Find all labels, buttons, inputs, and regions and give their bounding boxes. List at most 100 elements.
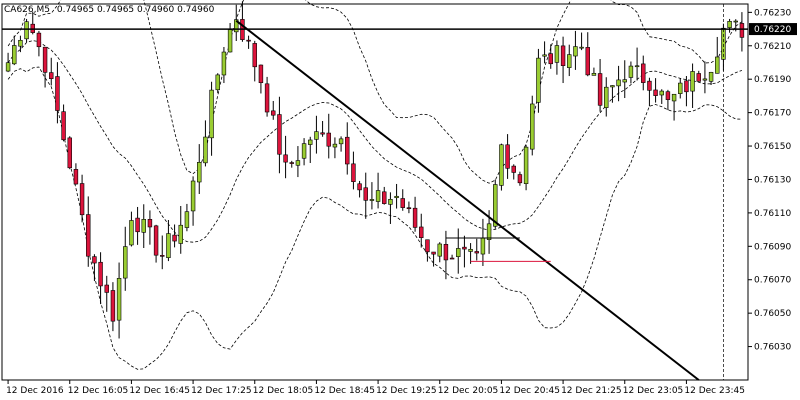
price-tick-label: 0.76050 [754, 309, 791, 319]
candle-body [197, 162, 202, 183]
candle [702, 61, 708, 94]
candle-body [375, 190, 381, 202]
bollinger-lower-band [7, 66, 742, 370]
candle [406, 201, 412, 214]
candle [73, 163, 79, 185]
candle [86, 196, 91, 267]
price-tick-label: 0.76110 [754, 209, 791, 219]
candle-body [110, 290, 116, 322]
candle [295, 146, 301, 178]
candle [530, 95, 535, 156]
candle-body [499, 144, 504, 186]
candle-body [739, 23, 745, 38]
candle [474, 238, 479, 261]
candle-body [172, 234, 177, 242]
candle-body [449, 257, 455, 260]
candle-body [604, 86, 609, 108]
candle-body [647, 80, 652, 91]
candle-body [659, 90, 664, 96]
candle [616, 65, 621, 102]
candle [234, 4, 239, 41]
candle [647, 77, 652, 107]
candle [419, 213, 424, 248]
candle [338, 136, 344, 152]
candle [468, 243, 473, 264]
price-tick-label: 0.76170 [754, 109, 791, 119]
candle-body [468, 248, 473, 252]
candle [382, 186, 387, 205]
candle [147, 210, 153, 245]
candle-body [277, 114, 282, 155]
candle [363, 172, 368, 219]
candle [258, 64, 264, 94]
candle [567, 44, 572, 77]
candle-body [419, 226, 424, 239]
candle-body [560, 45, 566, 66]
price-tick-label: 0.76230 [754, 8, 791, 18]
candle-body [412, 207, 418, 228]
candle [462, 235, 467, 268]
candle [301, 138, 307, 166]
candle [548, 44, 553, 69]
candle-body [696, 73, 701, 82]
candle-body [36, 32, 42, 48]
candle-body [493, 184, 498, 227]
price-tick-label: 0.76130 [754, 175, 791, 185]
candle [104, 275, 109, 312]
candle-body [55, 76, 60, 111]
candle [24, 18, 29, 43]
current-price-tag [749, 23, 797, 36]
candle-body [511, 165, 516, 173]
candle [98, 252, 103, 305]
candle-body [523, 146, 529, 184]
time-tick-label: 12 Dec 17:25 [191, 386, 252, 396]
candle [388, 192, 393, 224]
candle [684, 76, 689, 107]
time-tick-label: 12 Dec 18:45 [314, 386, 375, 396]
price-tick-label: 0.76150 [754, 142, 791, 152]
candle-body [517, 174, 523, 184]
candle-body [141, 219, 146, 233]
candle-body [573, 46, 578, 57]
candle [715, 36, 720, 74]
candle [394, 183, 399, 209]
candle [160, 235, 165, 270]
downtrend-line [235, 19, 700, 381]
candle-body [616, 79, 621, 87]
time-tick-label: 12 Dec 20:45 [499, 386, 560, 396]
price-tick-label: 0.76090 [754, 242, 791, 252]
candle [443, 230, 449, 280]
candle-body [184, 211, 190, 228]
candle-body [79, 183, 85, 216]
candle [511, 164, 516, 180]
candle-body [567, 54, 572, 68]
candle [30, 11, 35, 35]
candle [622, 60, 627, 99]
candle [597, 59, 603, 112]
candle-body [406, 207, 412, 210]
candle [264, 76, 270, 117]
candle [351, 151, 356, 190]
candle [727, 18, 732, 33]
chart-objects [2, 4, 748, 381]
candle [517, 171, 523, 186]
candle [739, 12, 745, 52]
candle [369, 182, 375, 210]
candle-body [542, 54, 547, 57]
candle-body [462, 246, 467, 250]
candle [480, 218, 486, 266]
candle-body [733, 20, 738, 23]
candle [412, 196, 418, 232]
candle-body [289, 162, 294, 164]
time-tick-label: 12 Dec 23:45 [684, 386, 745, 396]
candle-body [394, 195, 399, 199]
candle [110, 282, 116, 332]
candle [505, 134, 510, 179]
candle [579, 32, 584, 51]
candle [129, 211, 134, 247]
candle-body [326, 132, 331, 147]
candle [123, 226, 128, 291]
price-tick-label: 0.76030 [754, 343, 791, 353]
candle-body [24, 21, 29, 40]
candle-body [203, 136, 208, 164]
